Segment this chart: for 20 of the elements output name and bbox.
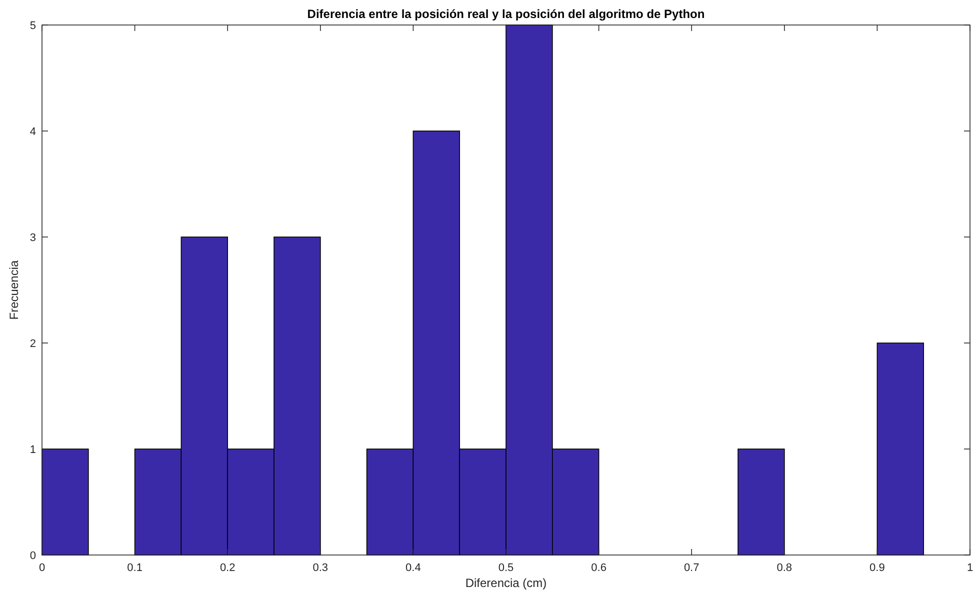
x-tick-label: 0.4 — [406, 562, 421, 574]
x-tick-label: 0.7 — [684, 562, 700, 574]
x-tick-label: 0.8 — [776, 562, 792, 574]
y-tick-label: 1 — [30, 444, 36, 456]
x-tick-label: 1 — [966, 562, 974, 574]
chart-title: Diferencia entre la posición real y la posición del algoritmo de Python — [307, 7, 705, 21]
x-tick-label: 0 — [38, 562, 46, 574]
x-tick-label: 0.6 — [591, 562, 606, 574]
y-tick-label: 4 — [30, 126, 36, 138]
x-tick-label: 0.5 — [498, 562, 514, 574]
x-axis-title: Diferencia (cm) — [465, 576, 547, 590]
x-tick-label: 0.9 — [870, 562, 885, 574]
x-tick-label: 0.2 — [220, 562, 236, 574]
x-tick-label: 0.3 — [312, 562, 328, 574]
y-axis-title: Frecuencia — [7, 260, 21, 320]
x-tick-label: 0.1 — [127, 562, 142, 574]
y-tick-label: 3 — [30, 232, 36, 244]
y-tick-label: 0 — [30, 550, 36, 562]
y-tick-label: 2 — [30, 338, 36, 350]
y-tick-label: 5 — [30, 20, 36, 32]
